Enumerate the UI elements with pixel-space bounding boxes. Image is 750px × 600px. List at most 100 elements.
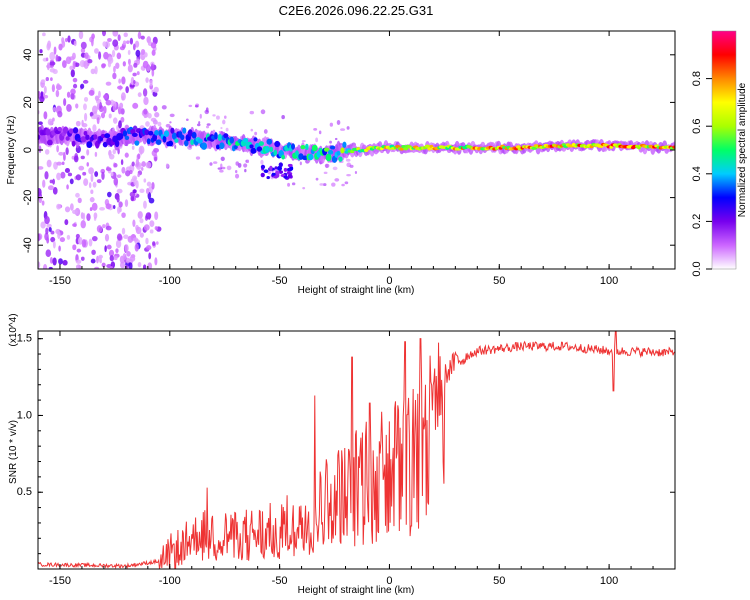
spectrogram-noise-cell xyxy=(64,206,71,213)
spectrogram-noise-cell xyxy=(135,49,141,57)
spectrogram-noise-cell xyxy=(113,163,118,168)
spectrogram-ridge-cell xyxy=(170,127,175,134)
spectrogram-ridge-cell xyxy=(46,139,53,146)
spectrogram-ridge-cell xyxy=(253,137,258,142)
spectrogram-noise-cell xyxy=(89,111,94,117)
spectrogram-noise-cell xyxy=(226,165,232,171)
spectrogram-noise-cell xyxy=(105,99,112,106)
spectrogram-noise-cell xyxy=(127,64,133,73)
spectrogram-noise-cell xyxy=(49,51,56,61)
spectrogram-noise-cell xyxy=(260,109,266,115)
spectrogram-ridge-cell xyxy=(131,132,138,138)
spectrogram-noise-cell xyxy=(165,123,171,128)
spectrogram-y-ticks: -40 -20 0 20 40 xyxy=(22,49,675,253)
spectrogram-noise-cell xyxy=(132,43,136,51)
spectrogram-noise-cell xyxy=(141,161,146,168)
spectrogram-noise-cell xyxy=(149,220,155,228)
spectrogram-noise-cell xyxy=(108,153,115,160)
spectrogram-noise-cell xyxy=(64,37,68,43)
spectrogram-noise-cell xyxy=(349,164,354,168)
spectrogram-ridge-cell xyxy=(340,147,345,154)
spectrogram-ridge-cell xyxy=(124,135,130,141)
snr-series-line xyxy=(38,331,675,569)
spectrogram-ridge-cell xyxy=(258,141,264,146)
snr-x-ticks: -150 -100 -50 0 50 100 xyxy=(49,331,676,587)
spectrogram-noise-cell xyxy=(38,145,42,154)
spectrogram-noise-cell xyxy=(235,173,240,179)
spectrogram-noise-cell xyxy=(322,183,327,187)
spectrogram-noise-cell xyxy=(103,105,107,114)
spectrogram-noise-cell xyxy=(217,167,223,170)
spectrogram-noise-cell xyxy=(38,261,41,269)
spectrogram-noise-cell xyxy=(198,121,201,124)
spectrogram-noise-cell xyxy=(142,60,149,69)
spectrogram-ridge-cell xyxy=(300,145,306,150)
spectrogram-noise-cell xyxy=(49,68,56,73)
spectrogram-noise-cell xyxy=(249,110,255,115)
spectrogram-ridge-cell xyxy=(71,140,76,147)
spectrogram-y-tick-label: -40 xyxy=(22,237,34,253)
spectrogram-noise-cell xyxy=(110,171,114,177)
spectrogram-noise-cell xyxy=(154,226,159,231)
spectrogram-noise-cell xyxy=(112,31,119,37)
spectrogram-noise-cell xyxy=(47,118,54,126)
spectrogram-x-tick-label: 50 xyxy=(493,275,505,287)
spectrogram-noise-cell xyxy=(38,121,43,126)
spectrogram-ridge-cell xyxy=(531,146,537,150)
colorbar-tick-label: 0.8 xyxy=(691,71,703,86)
spectrogram-ridge-cell xyxy=(269,146,274,153)
spectrogram-noise-cell xyxy=(188,104,193,108)
spectrogram-ridge-cell xyxy=(86,141,93,148)
spectrogram-noise-cell xyxy=(121,212,126,219)
spectrogram-noise-cell xyxy=(194,105,199,108)
spectrogram-noise-cell xyxy=(72,244,77,251)
spectrogram-noise-cell xyxy=(346,173,351,177)
snr-y-label: SNR (10 * v/v) xyxy=(8,420,19,484)
spectrogram-noise-cell xyxy=(129,191,136,198)
spectrogram-ridge-cell xyxy=(72,127,79,134)
spectrogram-noise-cell xyxy=(83,60,89,69)
spectrogram-marks xyxy=(38,31,675,269)
spectrogram-ridge-cell xyxy=(152,133,158,142)
spectrogram-noise-cell xyxy=(45,227,49,235)
spectrogram-noise-cell xyxy=(64,167,71,174)
spectrogram-ridge-cell xyxy=(162,135,167,143)
spectrogram-noise-cell xyxy=(56,83,61,91)
spectrogram-noise-cell xyxy=(91,38,94,47)
spectrogram-noise-cell xyxy=(199,113,202,119)
spectrogram-noise-cell xyxy=(113,117,118,124)
spectrogram-ridge-cell xyxy=(250,147,257,154)
spectrogram-ridge-cell xyxy=(264,145,270,153)
spectrogram-noise-cell xyxy=(154,257,158,266)
spectrogram-noise-cell xyxy=(219,169,224,173)
spectrogram-ridge-cell xyxy=(219,142,225,150)
spectrogram-noise-cell xyxy=(52,117,55,122)
spectrogram-noise-cell xyxy=(121,166,126,174)
spectrogram-noise-cell xyxy=(94,266,100,269)
spectrogram-noise-cell xyxy=(52,186,58,195)
spectrogram-ridge-cell xyxy=(274,166,278,170)
spectrogram-noise-cell xyxy=(340,128,346,131)
spectrogram-noise-cell xyxy=(102,94,108,99)
spectrogram-noise-cell xyxy=(69,65,74,71)
spectrogram-ridge-cell xyxy=(278,162,283,168)
spectrogram-noise-cell xyxy=(75,233,80,239)
spectrogram-noise-cell xyxy=(69,178,74,185)
spectrogram-noise-cell xyxy=(84,112,88,122)
spectrogram-noise-cell xyxy=(145,121,150,127)
spectrogram-noise-cell xyxy=(105,225,112,231)
spectrogram-noise-cell xyxy=(72,83,78,89)
spectrogram-noise-cell xyxy=(66,234,71,240)
spectrogram-noise-cell xyxy=(45,57,49,62)
spectrogram-noise-cell xyxy=(58,245,61,252)
spectrogram-noise-cell xyxy=(116,196,120,203)
spectrogram-noise-cell xyxy=(111,49,116,58)
spectrogram-noise-cell xyxy=(247,159,250,164)
spectrogram-noise-cell xyxy=(73,155,79,163)
spectrogram-noise-cell xyxy=(224,115,227,119)
spectrogram-ridge-cell xyxy=(167,140,174,147)
spectrogram-noise-cell xyxy=(96,255,99,264)
spectrogram-noise-cell xyxy=(91,115,97,120)
spectrogram-noise-cell xyxy=(127,58,131,66)
colorbar-gradient xyxy=(712,31,736,269)
